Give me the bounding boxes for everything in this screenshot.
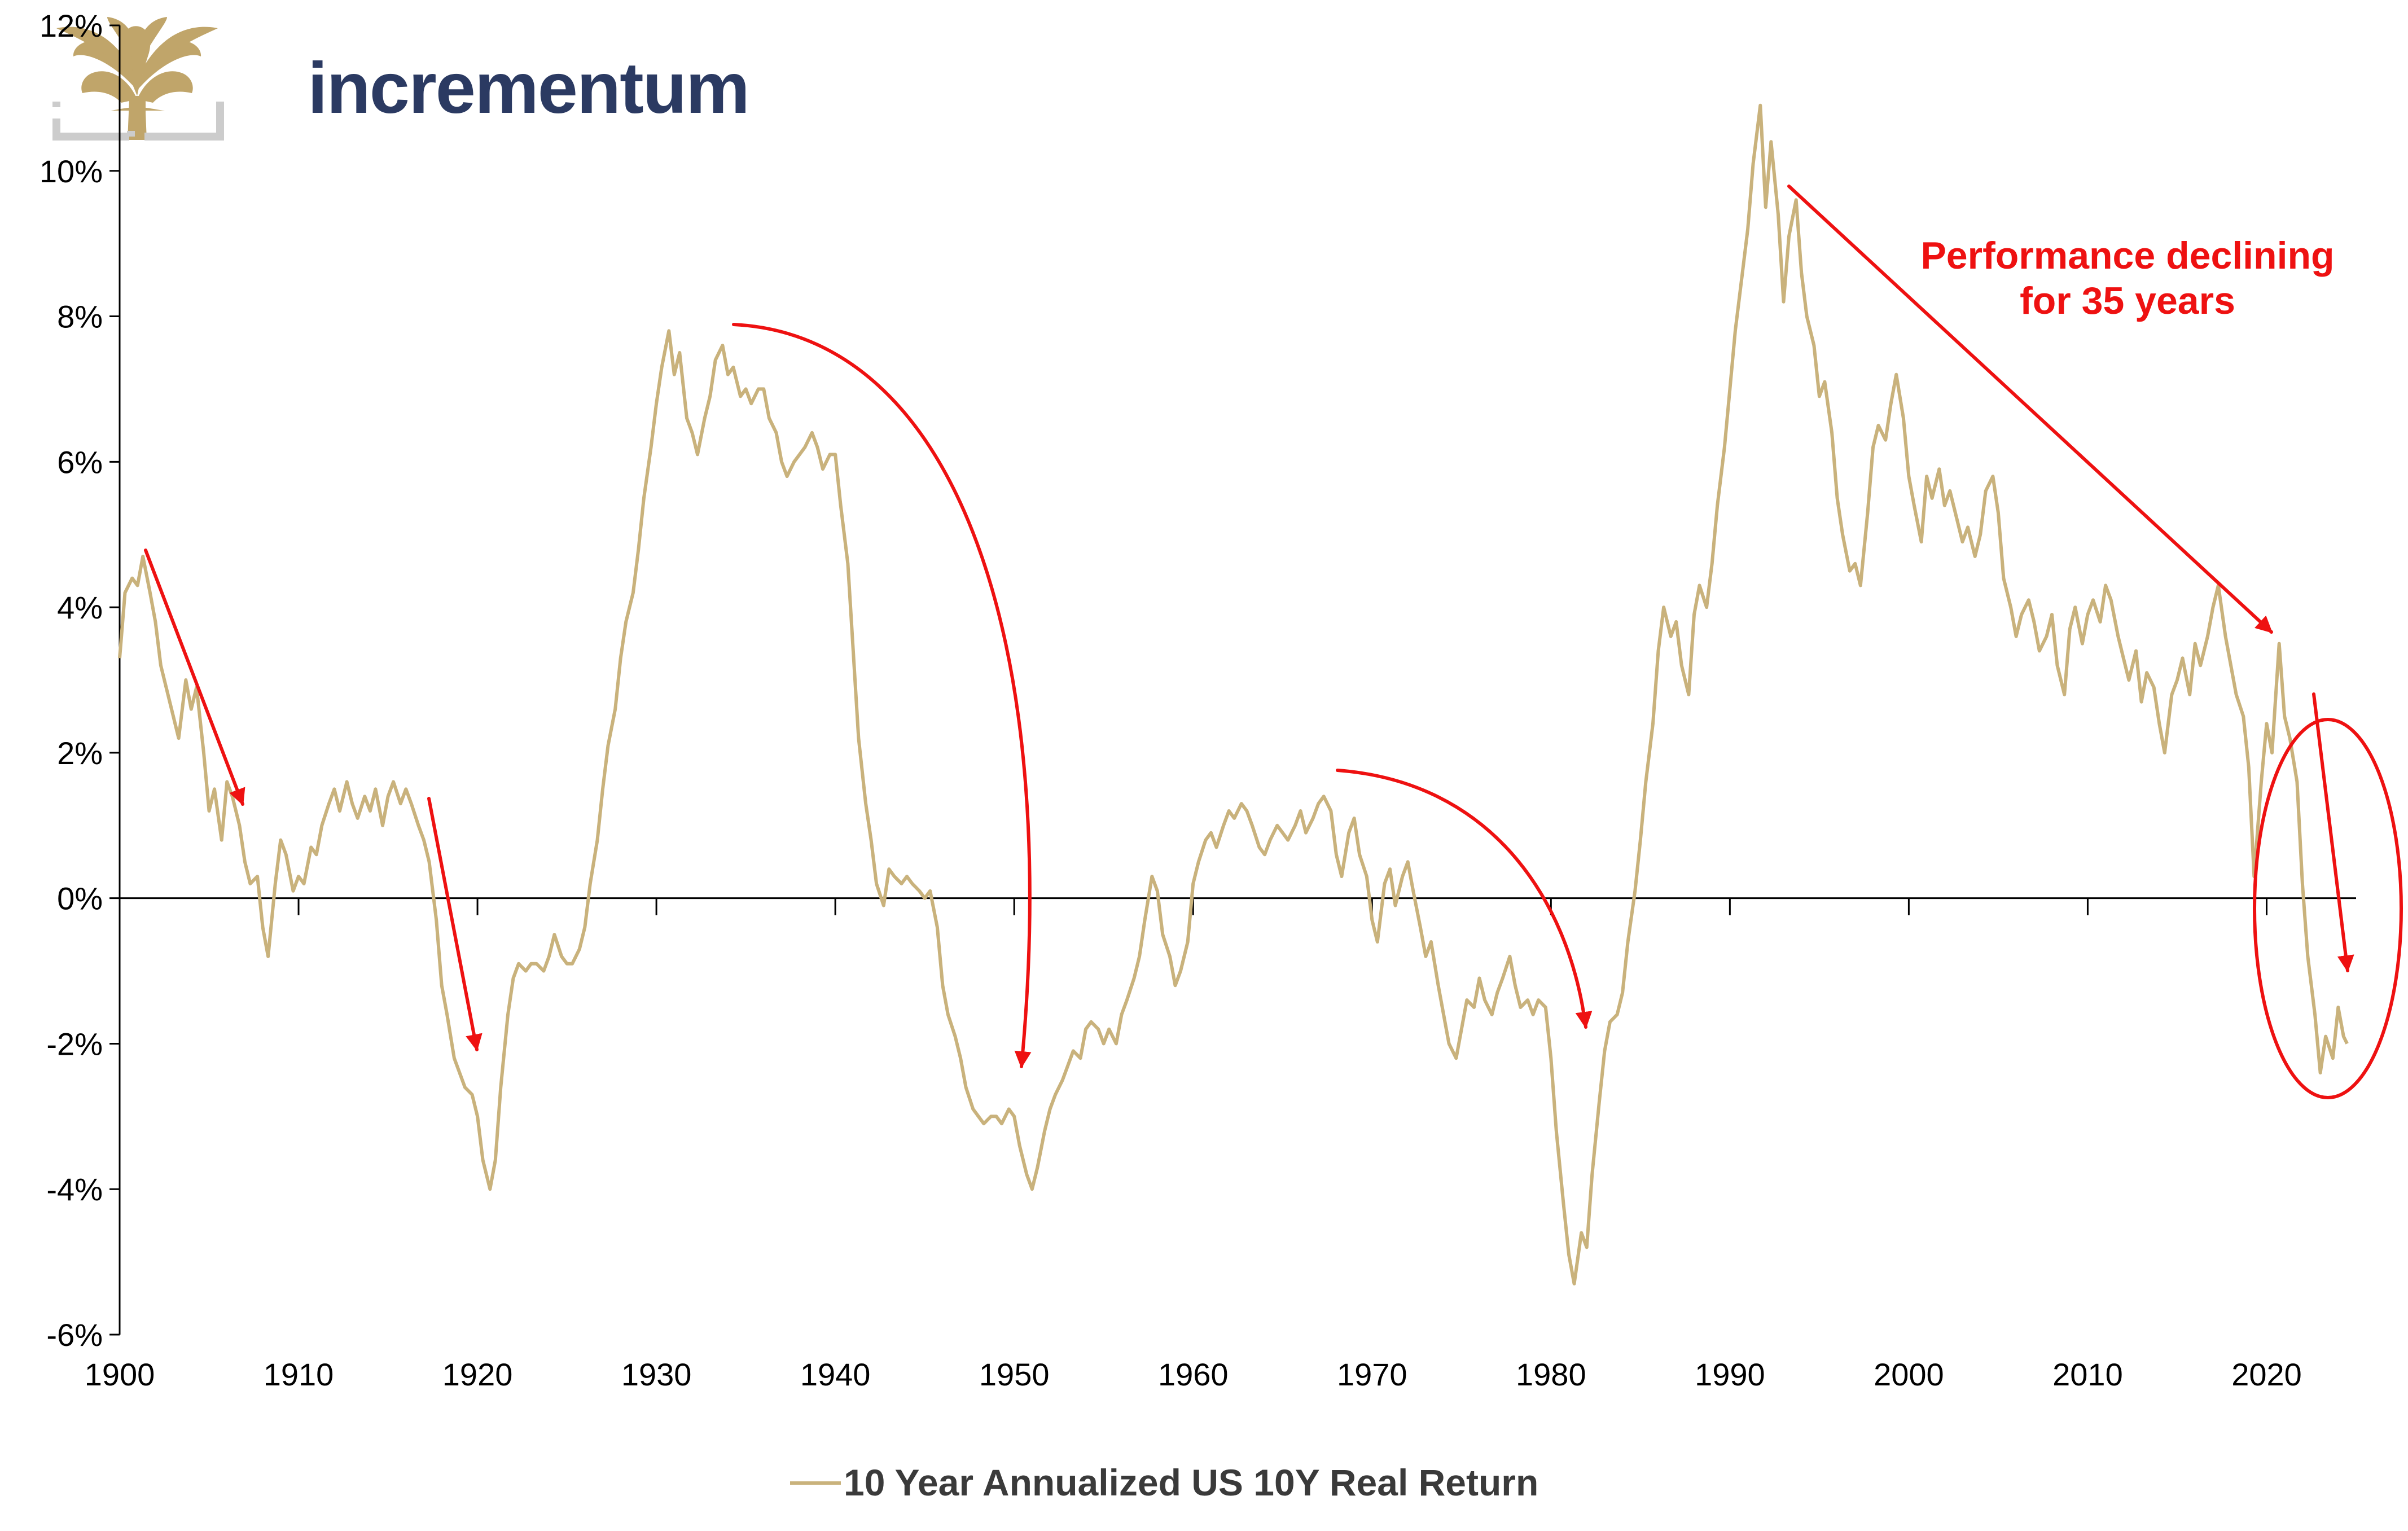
tree-logo-icon [56,17,218,140]
decline-arrow-5 [1787,185,2273,634]
recent-period-circle [2253,718,2403,1099]
brand-name: incrementum [308,48,749,129]
x-axis-ticks: 1900 1910 1920 1930 1940 1950 1960 1970 1980 1990… [85,898,2302,1392]
x-tick-label: 2010 [2052,1357,2123,1392]
decline-arrow-3 [732,323,1032,1068]
y-tick-label: 4% [57,590,103,625]
y-tick-label: 0% [57,881,103,916]
annotation-line-1: Performance declining [1920,234,2334,277]
y-tick-label: 12% [40,8,103,43]
axes [119,25,2356,1335]
x-tick-label: 1970 [1337,1357,1407,1392]
annotation-line-2: for 35 years [2020,279,2235,322]
y-axis-ticks: -6% -4% -2% 0% 2% 4% 6% 8% 10% 12% [40,8,120,1353]
x-tick-label: 1910 [264,1357,334,1392]
decline-arrow-4 [1336,769,1593,1029]
x-tick-label: 2000 [1874,1357,1944,1392]
y-tick-label: 10% [40,153,103,189]
x-tick-label: 1960 [1158,1357,1229,1392]
legend: 10 Year Annualized US 10Y Real Return [790,1462,1538,1503]
x-tick-label: 1950 [979,1357,1050,1392]
x-tick-label: 2020 [2231,1357,2302,1392]
logo-frame-icon [52,102,224,141]
series-layer [118,103,2349,1286]
x-tick-label: 1990 [1695,1357,1765,1392]
x-tick-label: 1940 [800,1357,871,1392]
series-line [118,103,2349,1286]
decline-arrow-2 [427,797,483,1051]
y-tick-label: 6% [57,444,103,480]
y-tick-label: -4% [46,1172,103,1207]
x-tick-label: 1930 [621,1357,692,1392]
y-tick-label: 2% [57,735,103,771]
legend-label: 10 Year Annualized US 10Y Real Return [844,1462,1538,1503]
decline-arrow-6 [2312,692,2354,972]
x-tick-label: 1920 [442,1357,513,1392]
y-tick-label: -6% [46,1317,103,1353]
y-tick-label: -2% [46,1026,103,1061]
decline-arrow-1 [144,549,245,806]
brand-logo: incrementum [52,17,750,141]
annotations [144,185,2403,1099]
x-tick-label: 1980 [1516,1357,1586,1392]
x-tick-label: 1900 [85,1357,155,1392]
y-tick-label: 8% [57,299,103,335]
